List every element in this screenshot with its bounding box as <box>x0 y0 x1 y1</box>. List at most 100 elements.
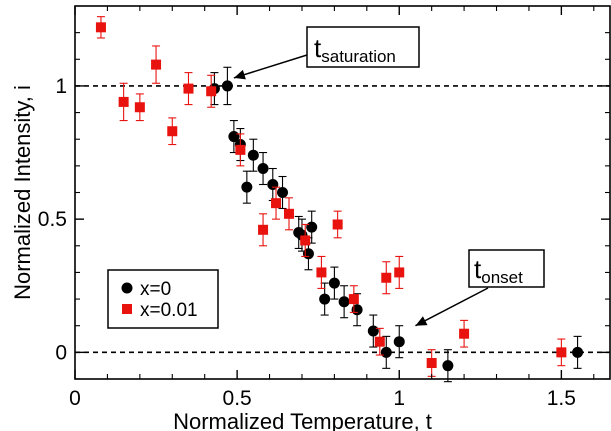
data-point <box>348 285 359 313</box>
marker-square <box>151 59 162 70</box>
y-tick-label: 0.5 <box>38 208 67 231</box>
marker-square <box>381 272 392 283</box>
marker-square <box>134 102 145 113</box>
legend-label-x0: x=0 <box>140 279 171 300</box>
marker-circle <box>267 179 279 191</box>
data-point <box>394 255 405 289</box>
x-axis-label: Normalized Temperature, t <box>173 409 432 431</box>
marker-circle <box>572 346 584 358</box>
marker-square <box>459 328 470 339</box>
annotation-onset: tonset <box>415 249 545 327</box>
marker-square <box>374 336 385 347</box>
data-point <box>241 170 253 204</box>
data-point <box>374 327 385 356</box>
data-point <box>167 117 178 146</box>
data-point <box>247 138 259 172</box>
y-axis-label: Normalized Intensity, i <box>10 85 35 300</box>
data-point <box>235 133 246 167</box>
annotation-box <box>468 249 545 288</box>
marker-circle <box>338 296 350 308</box>
data-point <box>258 213 269 247</box>
annotation-arrow <box>415 287 489 327</box>
marker-square <box>348 294 359 305</box>
data-point <box>134 93 145 122</box>
annotation-saturation: tsaturation <box>233 26 420 80</box>
marker-circle <box>328 277 340 289</box>
marker-square <box>394 267 405 278</box>
series-layer <box>95 16 584 383</box>
data-point <box>257 151 269 186</box>
annotation-main: t <box>314 33 322 63</box>
annotation-label: tonset <box>474 254 523 287</box>
marker-circle <box>302 248 314 260</box>
annotation-sub: onset <box>481 268 523 287</box>
data-point <box>556 338 567 367</box>
x-tick-label: 0 <box>69 387 81 410</box>
marker-square <box>183 83 194 94</box>
legend: x=0 x=0.01 <box>107 269 219 329</box>
marker-square <box>332 219 343 230</box>
marker-square <box>316 267 327 278</box>
x-tick-label: 1 <box>393 387 405 410</box>
axis-ticks: 0 0.5 1 1.5 0 0.5 1 <box>38 6 610 410</box>
y-tick-label: 0 <box>55 341 67 364</box>
series-x001 <box>95 16 567 377</box>
legend-marker-circle <box>121 282 133 294</box>
data-point <box>332 210 343 239</box>
legend-box <box>107 269 219 329</box>
annotation-main: t <box>474 254 482 284</box>
annotation-arrow <box>233 54 308 79</box>
data-point <box>459 319 470 348</box>
marker-square <box>95 22 106 33</box>
marker-circle <box>380 346 392 358</box>
marker-square <box>284 208 294 219</box>
marker-square <box>258 224 269 235</box>
annotation-label: tsaturation <box>314 33 396 66</box>
marker-circle <box>319 293 331 305</box>
data-point <box>95 16 106 39</box>
x-tick-label: 1.5 <box>547 387 576 410</box>
marker-square <box>556 347 567 358</box>
data-point <box>393 325 405 359</box>
legend-item-x0: x=0 <box>121 279 171 300</box>
data-point <box>267 167 279 202</box>
data-point <box>426 349 437 377</box>
annotation-sub: saturation <box>321 47 396 66</box>
series-x0 <box>208 66 584 383</box>
marker-circle <box>393 336 405 348</box>
marker-circle <box>367 325 379 337</box>
marker-square <box>118 96 129 107</box>
marker-square <box>300 235 311 246</box>
marker-circle <box>257 163 269 175</box>
marker-circle <box>351 304 363 316</box>
annotation-arrowhead <box>233 69 246 80</box>
marker-circle <box>247 149 259 161</box>
data-point <box>572 335 584 369</box>
marker-square <box>206 86 217 97</box>
y-tick-label: 1 <box>55 75 67 98</box>
data-point <box>338 285 350 319</box>
marker-circle <box>306 221 318 233</box>
data-point <box>328 266 340 300</box>
marker-circle <box>241 181 253 193</box>
marker-square <box>167 126 178 137</box>
data-point <box>118 82 129 122</box>
data-point <box>442 349 454 383</box>
data-point <box>221 66 233 106</box>
data-point <box>300 223 311 257</box>
data-point <box>277 175 289 210</box>
data-point <box>381 261 392 295</box>
reference-lines <box>75 85 610 354</box>
marker-square <box>235 144 246 155</box>
legend-label-x001: x=0.01 <box>140 300 198 321</box>
data-point <box>206 74 217 108</box>
marker-square <box>426 358 437 369</box>
x-tick-label: 0.5 <box>223 387 252 410</box>
legend-marker-square <box>122 304 132 314</box>
marker-square <box>271 198 282 209</box>
data-point <box>271 186 282 220</box>
marker-circle <box>221 80 233 92</box>
annotation-arrowhead <box>415 316 428 326</box>
data-point <box>183 72 194 106</box>
